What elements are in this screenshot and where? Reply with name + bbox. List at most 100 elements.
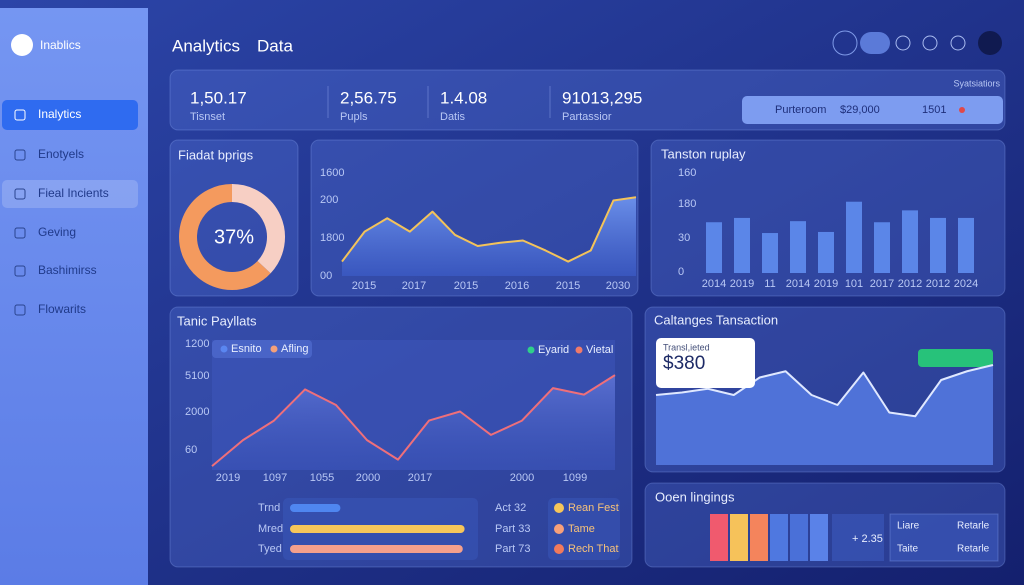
bar (846, 201, 862, 273)
progress-bar (290, 545, 463, 553)
x-tick-label: 2016 (505, 280, 529, 292)
menu-icon (14, 265, 26, 277)
legend-dot (270, 345, 278, 353)
menu-item[interactable]: Fieal Incients (38, 186, 109, 200)
y-tick-label: 0 (678, 266, 684, 278)
stat-label: Partassior (562, 111, 612, 123)
filter-bar[interactable] (742, 96, 1003, 124)
legend-label: Eyarid (538, 344, 569, 356)
bar-title: Tanston ruplay (661, 146, 746, 161)
legend-label: Rean Fest (568, 502, 619, 514)
y-tick-label: 1200 (185, 338, 209, 350)
menu-hover (2, 180, 138, 208)
x-tick-label: 1055 (310, 472, 334, 484)
legend-label: Rech That (568, 543, 619, 555)
menu-icon (14, 109, 26, 121)
filter-id: 1501 (922, 104, 946, 116)
row-label: Trnd (258, 502, 280, 514)
bar (818, 231, 834, 273)
stat-value: 2,56.75 (340, 88, 397, 107)
bar (762, 233, 778, 273)
x-tick-label: 2017 (402, 280, 426, 292)
stat-label: Pupls (340, 111, 368, 123)
menu-item[interactable]: Enotyels (38, 147, 84, 161)
card-label: Transl,ieted (663, 342, 710, 352)
bar (874, 222, 890, 273)
brand: Inablics (40, 38, 81, 52)
delta: + 2.35 (852, 533, 883, 545)
table-cell: Liare (897, 521, 920, 532)
row-tag: Part 73 (495, 543, 530, 555)
row-tag: Act 32 (495, 502, 526, 514)
menu-item[interactable]: Inalytics (38, 107, 81, 121)
legend-dot (554, 524, 564, 534)
progress-bar (290, 504, 341, 512)
bar-chart: 160 180 30 0 2014 2019 11 2014 2019 101 2017 2012 20… (678, 167, 978, 290)
stat-label: Tisnset (190, 111, 225, 123)
x-tick-label: 2017 (870, 278, 894, 290)
table-cells: Liare Retarle Taite Retarle (897, 521, 990, 555)
stats-note: Syatsiatiors (953, 78, 1000, 88)
donut-rest (179, 184, 271, 290)
toolbar (832, 30, 1002, 56)
x-tick-label: 2015 (352, 280, 376, 292)
bar (902, 210, 918, 273)
menu-active (2, 100, 138, 130)
transaction-title: Caltanges Tansaction (654, 312, 778, 327)
menu-item[interactable]: Geving (38, 225, 76, 239)
page-title: Analytics (172, 36, 240, 55)
y-tick-label: 180 (678, 198, 696, 210)
x-tick-label: 2024 (954, 278, 978, 290)
icon-button[interactable] (832, 30, 858, 56)
x-tick-label: 101 (845, 278, 863, 290)
x-tick-label: 2019 (730, 278, 754, 290)
area-fill (342, 197, 636, 276)
x-tick-label: 2015 (556, 280, 580, 292)
legend-dot (554, 544, 564, 554)
filter-amount: $29,000 (840, 104, 880, 116)
x-tick-label: 2012 (898, 278, 922, 290)
menu-item[interactable]: Flowarits (38, 302, 86, 316)
y-tick-label: 160 (678, 167, 696, 179)
row-label: Mred (258, 523, 283, 535)
legend-dot (554, 503, 564, 513)
icon-button[interactable] (922, 35, 938, 51)
menu-item[interactable]: Bashimirss (38, 263, 97, 277)
listings-title: Ooen lingings (655, 489, 735, 504)
bar (706, 222, 722, 273)
icon-button[interactable] (895, 35, 911, 51)
x-tick-label: 2015 (454, 280, 478, 292)
x-tick-label: 2030 (606, 280, 630, 292)
x-tick-label: 2000 (356, 472, 380, 484)
donut (179, 184, 285, 290)
profile-button[interactable] (978, 31, 1002, 55)
y-tick-label: 1800 (320, 232, 344, 244)
icon-button[interactable] (950, 35, 966, 51)
area-line (341, 196, 637, 263)
status-dot (959, 107, 965, 113)
row-tag: Part 33 (495, 523, 530, 535)
progress-bar (290, 525, 465, 533)
area-line (655, 364, 994, 418)
line-chart: 1200 5100 2000 60 2019 1097 1055 2000 2017 2000 10… (185, 338, 616, 484)
value-card (656, 338, 755, 388)
stat-label: Datis (440, 111, 466, 123)
legend-box (548, 498, 620, 560)
area-chart: 1600 200 1800 00 2015 2017 2015 2016 2015 2030 (320, 167, 637, 292)
legend-label: Vietal (586, 344, 613, 356)
table-cell: Retarle (957, 544, 990, 555)
legend-dot (575, 346, 583, 354)
legend-label: Esnito (231, 343, 262, 355)
stat-value: 91013,295 (562, 88, 642, 107)
legend-dot (220, 345, 228, 353)
brand-logo (11, 34, 33, 56)
sidebar (0, 8, 148, 585)
y-tick-label: 00 (320, 270, 332, 282)
table (889, 513, 999, 562)
bar (790, 221, 806, 273)
y-tick-label: 2000 (185, 406, 209, 418)
bar (734, 217, 750, 273)
bar (958, 217, 974, 273)
menu-button[interactable] (860, 32, 890, 54)
